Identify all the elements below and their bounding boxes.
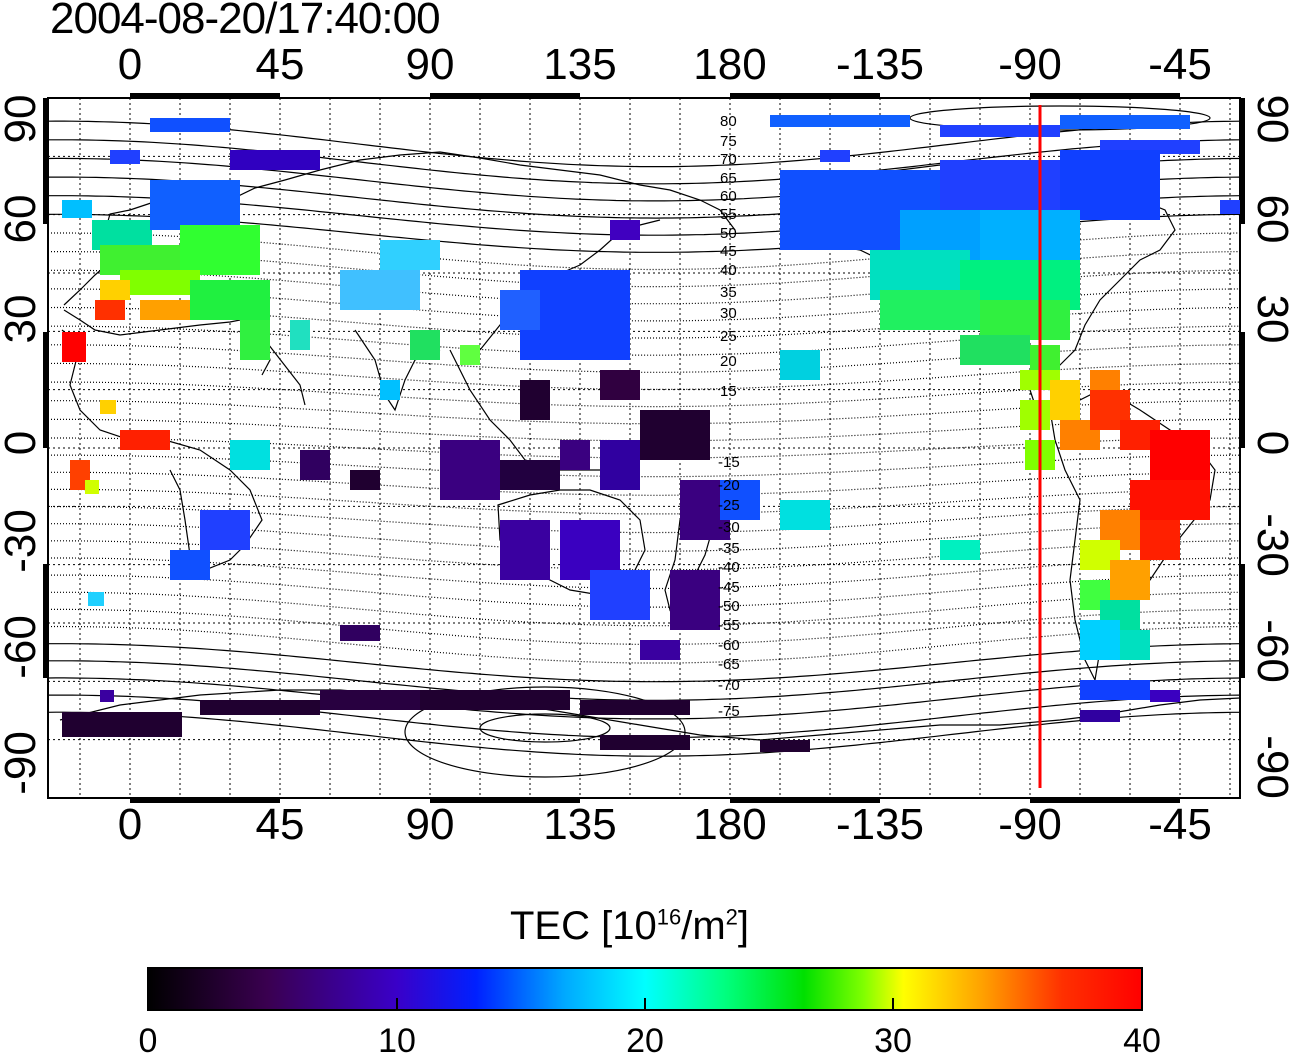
colorbar-label: 30 [874, 1022, 912, 1060]
mag-lat-label: -20 [718, 477, 740, 494]
mag-lat-label: -45 [718, 579, 740, 596]
colorbar-title-unit-exponent: 2 [725, 904, 738, 930]
bottom-x-tick: 180 [693, 800, 767, 849]
bottom-x-tick: -135 [835, 800, 925, 849]
mag-lat-label: 45 [720, 243, 737, 260]
mag-lat-label: 70 [720, 151, 737, 168]
mag-contour [48, 269, 1240, 305]
top-x-tick: 0 [117, 40, 143, 89]
mag-contour [48, 471, 1240, 496]
mag-lat-label: 30 [720, 305, 737, 322]
mag-pole-oval [479, 713, 611, 743]
mag-contour [48, 362, 1240, 390]
colorbar-title-end: ] [737, 904, 750, 948]
tec-data-cells [62, 115, 1240, 752]
colorbar-label: 0 [138, 1022, 158, 1060]
bottom-x-tick: -45 [1148, 800, 1212, 849]
top-x-tick: 135 [543, 40, 617, 89]
colorbar-title: TEC [1016/m2] [510, 904, 749, 949]
mag-lat-label: -65 [718, 656, 740, 673]
colorbar-label: 20 [626, 1022, 664, 1060]
mag-lat-label: 15 [720, 383, 737, 400]
top-x-tick: 180 [693, 40, 767, 89]
colorbar-ticks [396, 998, 894, 1010]
bottom-x-tick: 45 [255, 800, 305, 849]
mag-lat-label: -40 [718, 559, 740, 576]
mag-contour [48, 591, 1240, 627]
mag-lat-label: -70 [718, 677, 740, 694]
map-title: 2004-08-20/17:40:00 [50, 0, 441, 43]
mag-contour [48, 488, 1240, 515]
mag-lat-label: -55 [718, 617, 740, 634]
mag-contour [48, 400, 1240, 425]
bottom-x-tick: 90 [405, 800, 455, 849]
colorbar-title-text: TEC [10 [510, 904, 657, 948]
mag-lat-label: 55 [720, 206, 737, 223]
frame-border-ticks [43, 93, 1245, 803]
mag-lat-label: 35 [720, 284, 737, 301]
mag-lat-label: -25 [718, 497, 740, 514]
bottom-x-tick: -90 [998, 800, 1062, 849]
top-x-tick: -45 [1148, 40, 1212, 89]
mag-lat-label: -60 [718, 637, 740, 654]
bottom-x-tick: 0 [117, 800, 143, 849]
mag-lat-label: 75 [720, 133, 737, 150]
mag-lat-label: -30 [718, 519, 740, 536]
top-x-tick: 90 [405, 40, 455, 89]
top-x-tick: -90 [998, 40, 1062, 89]
top-x-tick: 45 [255, 40, 305, 89]
mag-lat-label: 60 [720, 188, 737, 205]
colorbar-title-exponent: 16 [656, 904, 682, 930]
colorbar-label: 10 [378, 1022, 416, 1060]
mag-contour [48, 418, 1240, 442]
mag-lat-label: 80 [720, 113, 737, 130]
mag-lat-label: -35 [718, 540, 740, 557]
mag-lat-label: 20 [720, 353, 737, 370]
mag-lat-label: 50 [720, 225, 737, 242]
mag-lat-label: 25 [720, 328, 737, 345]
bottom-x-tick: 135 [543, 800, 617, 849]
mag-lat-label: -75 [718, 703, 740, 720]
colorbar-label: 40 [1123, 1022, 1161, 1060]
mag-contour [48, 625, 1240, 664]
mag-lat-label: 65 [720, 170, 737, 187]
mag-lat-label: -15 [718, 454, 740, 471]
mag-lat-label: 40 [720, 262, 737, 279]
colorbar-title-unit: /m [681, 904, 726, 948]
mag-lat-label: -50 [718, 598, 740, 615]
top-x-tick: -135 [835, 40, 925, 89]
mag-contour [48, 381, 1240, 408]
mag-contour [48, 557, 1240, 590]
